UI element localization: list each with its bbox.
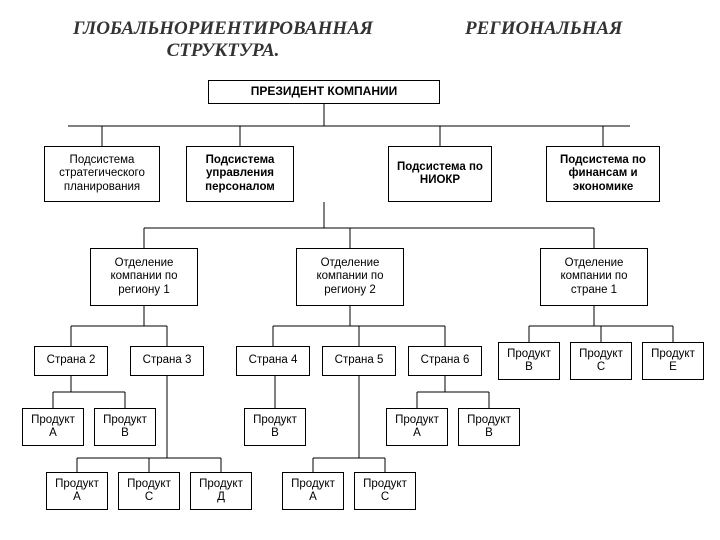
node-c3: Страна 3 bbox=[130, 346, 204, 376]
node-div1: Отделение компании по региону 1 bbox=[90, 248, 198, 306]
node-r4e: Продукт В bbox=[458, 408, 520, 446]
node-pC: Продукт С bbox=[570, 342, 632, 380]
node-sub1: Подсистема стратегического планирования bbox=[44, 146, 160, 202]
node-c2: Страна 2 bbox=[34, 346, 108, 376]
node-div2: Отделение компании по региону 2 bbox=[296, 248, 404, 306]
node-r4a: Продукт А bbox=[22, 408, 84, 446]
node-r4b: Продукт В bbox=[94, 408, 156, 446]
node-sub4: Подсистема по финансам и экономике bbox=[546, 146, 660, 202]
node-president: ПРЕЗИДЕНТ КОМПАНИИ bbox=[208, 80, 440, 104]
node-sub2: Подсистема управления персоналом bbox=[186, 146, 294, 202]
title-left: ГЛОБАЛЬНОРИЕНТИРОВАННАЯ СТРУКТУРА. bbox=[48, 18, 398, 62]
node-r4d: Продукт А bbox=[386, 408, 448, 446]
node-div3: Отделение компании по стране 1 bbox=[540, 248, 648, 306]
node-sub3: Подсистема по НИОКР bbox=[388, 146, 492, 202]
node-r5a: Продукт А bbox=[46, 472, 108, 510]
node-pE: Продукт Е bbox=[642, 342, 704, 380]
node-pB: Продукт В bbox=[498, 342, 560, 380]
node-r5d: Продукт А bbox=[282, 472, 344, 510]
node-r4c: Продукт В bbox=[244, 408, 306, 446]
node-r5b: Продукт С bbox=[118, 472, 180, 510]
node-c6: Страна 6 bbox=[408, 346, 482, 376]
node-c5: Страна 5 bbox=[322, 346, 396, 376]
node-r5e: Продукт С bbox=[354, 472, 416, 510]
node-c4: Страна 4 bbox=[236, 346, 310, 376]
title-right: РЕГИОНАЛЬНАЯ bbox=[465, 18, 695, 40]
node-r5c: Продукт Д bbox=[190, 472, 252, 510]
